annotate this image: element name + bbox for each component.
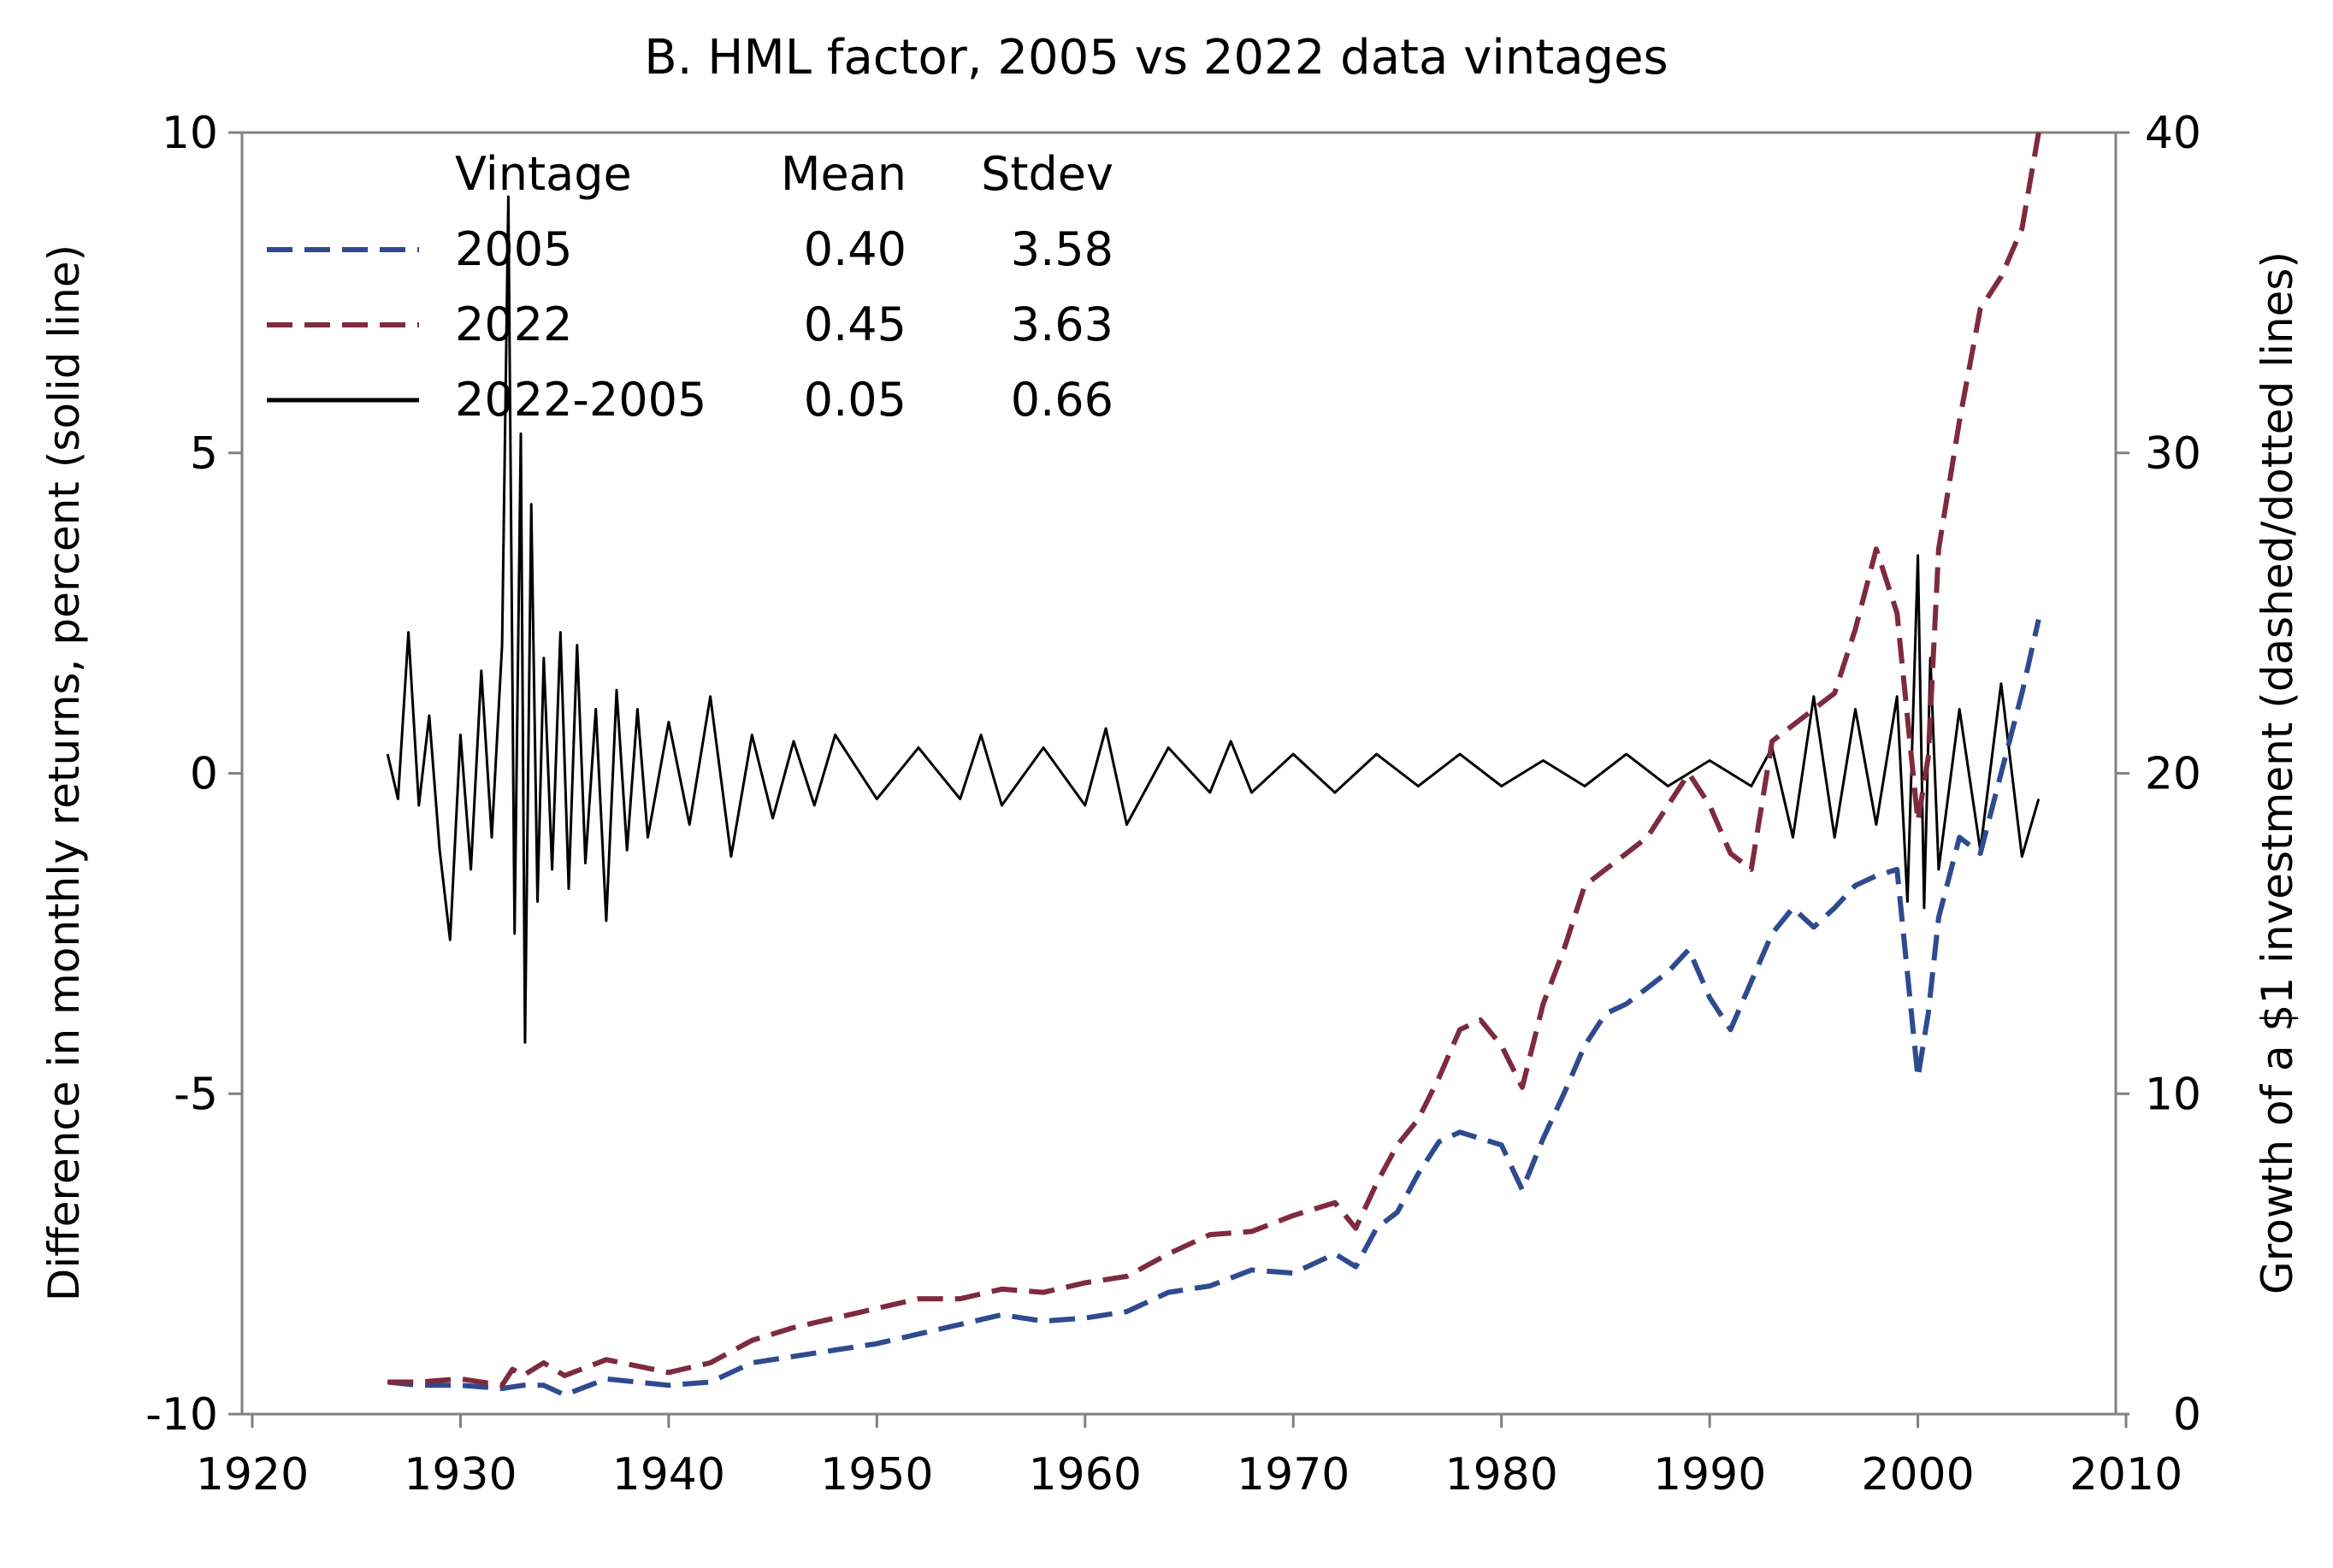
y-left-tick-label: -10 — [145, 1389, 218, 1441]
y-right-tick-label: 20 — [2145, 749, 2201, 800]
legend-header: Mean — [781, 147, 907, 201]
x-tick-label: 1970 — [1237, 1449, 1350, 1500]
y-right-axis: 0 10 20 30 40 — [2116, 108, 2201, 1441]
x-tick-label: 1960 — [1029, 1449, 1142, 1500]
series-line-2022-2005 — [386, 195, 2041, 1044]
legend-mean: 0.05 — [804, 373, 907, 427]
x-tick-label: 2010 — [2070, 1449, 2182, 1500]
x-tick-label: 1990 — [1653, 1449, 1766, 1500]
legend-stdev: 3.63 — [1011, 298, 1113, 351]
y-left-axis-title: Difference in monthly returns, percent (… — [39, 245, 89, 1301]
series-line-2022 — [387, 132, 2041, 1388]
legend-series-name: 2022 — [455, 298, 572, 351]
y-left-tick-label: 0 — [190, 749, 218, 800]
legend: Vintage Mean Stdev 2005 0.40 3.58 2022 0.45 3.63… — [267, 147, 1113, 427]
legend-header: Vintage — [455, 147, 632, 201]
y-left-tick-label: 5 — [190, 428, 218, 480]
y-right-tick-label: 30 — [2145, 428, 2201, 480]
legend-mean: 0.45 — [804, 298, 907, 351]
x-axis: 1920 1930 1940 1950 1960 1970 1980 1990 2000 2010 — [196, 1414, 2182, 1500]
chart-title: B. HML factor, 2005 vs 2022 data vintage… — [644, 30, 1668, 85]
legend-stdev: 0.66 — [1011, 373, 1113, 427]
x-tick-label: 1940 — [612, 1449, 725, 1500]
legend-series-name: 2022-2005 — [455, 373, 706, 427]
legend-stdev: 3.58 — [1011, 222, 1113, 276]
x-tick-label: 2000 — [1861, 1449, 1974, 1500]
x-tick-label: 1980 — [1444, 1449, 1557, 1500]
y-right-tick-label: 0 — [2173, 1389, 2201, 1441]
legend-series-name: 2005 — [455, 222, 572, 276]
series-line-2005 — [387, 618, 2041, 1398]
y-right-tick-label: 10 — [2145, 1069, 2201, 1120]
x-tick-label: 1950 — [820, 1449, 933, 1500]
x-tick-label: 1930 — [404, 1449, 517, 1500]
y-left-tick-label: -5 — [174, 1069, 218, 1120]
legend-mean: 0.40 — [804, 222, 907, 276]
series-layer — [386, 132, 2041, 1398]
y-right-tick-label: 40 — [2145, 108, 2201, 159]
x-tick-label: 1920 — [196, 1449, 309, 1500]
y-left-tick-label: 10 — [162, 108, 218, 159]
y-left-axis: -10 -5 0 5 10 — [145, 108, 242, 1441]
legend-header: Stdev — [981, 147, 1113, 201]
y-right-axis-title: Growth of a $1 investment (dashed/dotted… — [2253, 251, 2302, 1294]
